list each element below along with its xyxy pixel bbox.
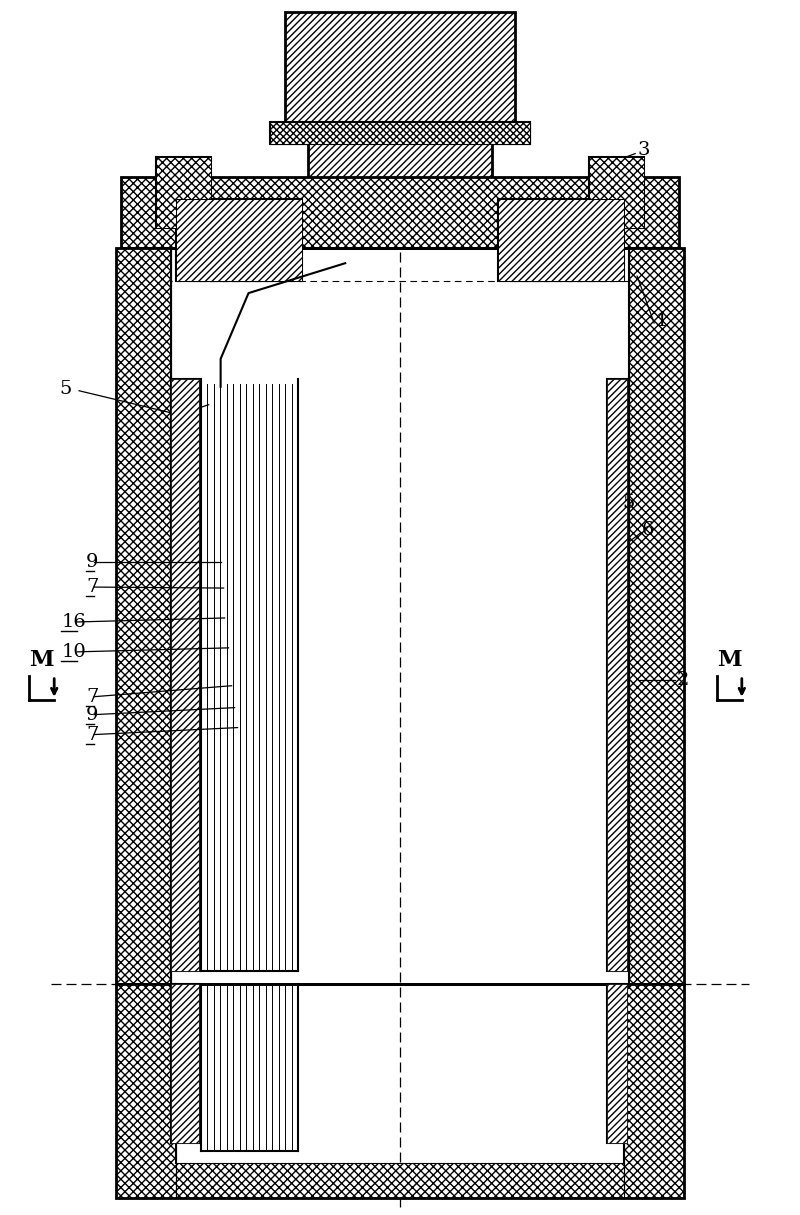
Bar xyxy=(176,199,302,281)
Bar xyxy=(286,12,514,142)
Bar xyxy=(270,122,530,143)
Bar xyxy=(170,379,198,971)
Bar xyxy=(498,199,624,281)
Text: 7: 7 xyxy=(86,688,98,706)
Bar xyxy=(176,199,302,281)
Bar xyxy=(308,136,492,216)
Bar xyxy=(514,233,606,281)
Bar xyxy=(630,248,684,984)
Bar xyxy=(607,984,627,1143)
Bar xyxy=(270,122,530,143)
Bar xyxy=(194,233,286,281)
Bar xyxy=(170,984,198,1143)
Text: 3: 3 xyxy=(637,141,650,159)
Bar xyxy=(156,157,210,228)
Text: 10: 10 xyxy=(61,643,86,661)
Text: 7: 7 xyxy=(86,725,98,744)
Bar xyxy=(590,157,644,228)
Bar xyxy=(624,984,684,1198)
Bar xyxy=(590,157,644,228)
Text: 5: 5 xyxy=(622,495,634,513)
Text: 2: 2 xyxy=(677,671,690,689)
Bar xyxy=(607,379,627,971)
Bar xyxy=(170,984,198,1143)
Text: M: M xyxy=(30,649,54,671)
Bar xyxy=(498,199,624,281)
Bar xyxy=(116,984,176,1198)
Text: 6: 6 xyxy=(642,521,654,539)
Bar xyxy=(116,248,684,984)
Text: 16: 16 xyxy=(61,612,86,631)
Bar xyxy=(121,176,679,248)
Text: 5: 5 xyxy=(59,380,71,397)
Bar xyxy=(607,984,627,1143)
Text: M: M xyxy=(717,649,742,671)
Bar xyxy=(116,248,170,984)
Bar xyxy=(308,136,492,216)
Bar xyxy=(607,379,627,971)
Bar xyxy=(116,984,684,1198)
Text: 7: 7 xyxy=(86,578,98,597)
Bar xyxy=(121,176,679,248)
Bar xyxy=(156,157,210,228)
Text: 9: 9 xyxy=(86,553,98,571)
Bar xyxy=(170,379,198,971)
Bar xyxy=(286,12,514,142)
Bar xyxy=(176,1163,624,1198)
Text: 9: 9 xyxy=(86,706,98,724)
Text: 1: 1 xyxy=(656,312,669,330)
